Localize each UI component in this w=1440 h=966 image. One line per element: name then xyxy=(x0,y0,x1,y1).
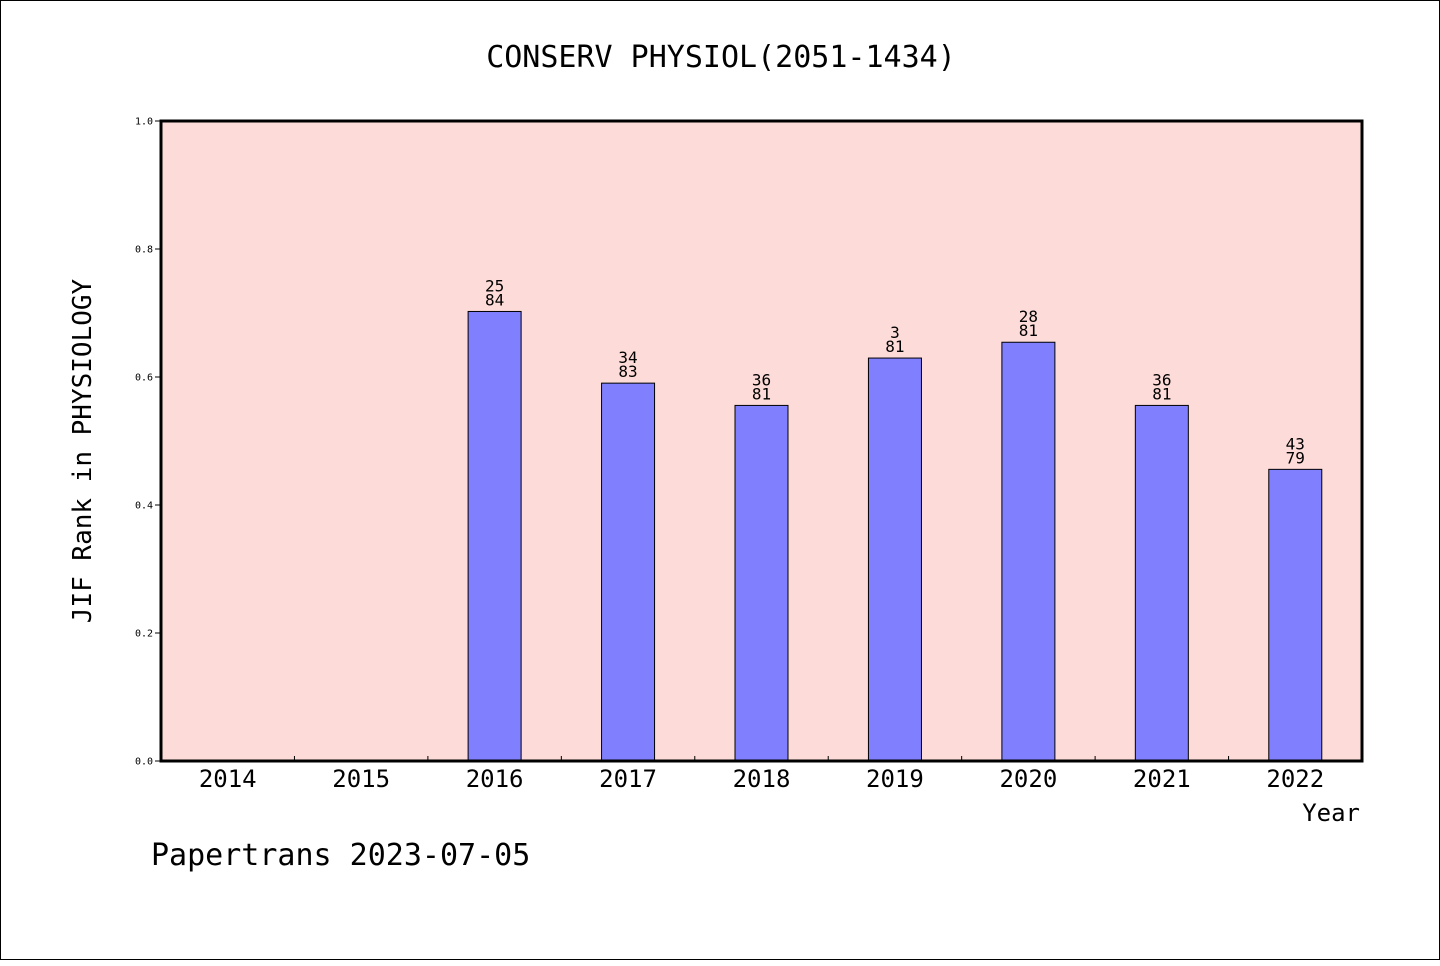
x-tick-label: 2015 xyxy=(332,765,390,793)
x-tick-label: 2019 xyxy=(866,765,924,793)
x-tick-label: 2020 xyxy=(999,765,1057,793)
data-label-total: 81 xyxy=(1019,321,1038,340)
chart-title: CONSERV PHYSIOL(2051-1434) xyxy=(486,40,956,75)
data-label-rank: 36 xyxy=(1152,370,1171,389)
x-tick-label: 2016 xyxy=(466,765,524,793)
y-axis-label: JIF Rank in PHYSIOLOGY xyxy=(68,278,98,623)
y-tick-label: 0.8 xyxy=(135,245,153,256)
y-tick-label: 0.6 xyxy=(135,373,153,384)
y-tick-label: 0.4 xyxy=(135,501,153,512)
data-label-total: 81 xyxy=(752,384,771,403)
x-tick-label: 2014 xyxy=(199,765,257,793)
y-tick-label: 0.2 xyxy=(135,629,153,640)
bar-2020 xyxy=(1001,341,1056,762)
data-label-rank: 28 xyxy=(1019,307,1038,326)
y-tick-label: 0.0 xyxy=(135,757,153,768)
x-tick-label: 2017 xyxy=(599,765,657,793)
x-axis-label: Year xyxy=(1302,799,1360,827)
bar-2018 xyxy=(734,404,789,762)
data-label-total: 81 xyxy=(885,337,904,356)
data-label-total: 79 xyxy=(1286,448,1305,467)
data-label-rank: 34 xyxy=(618,348,637,367)
bars-layer xyxy=(467,310,1323,762)
data-label-rank: 36 xyxy=(752,370,771,389)
y-ticks-layer: 0.0 0.2 0.4 0.6 0.8 1.0 xyxy=(135,117,161,768)
bar-2016 xyxy=(467,310,522,762)
x-tick-label: 2018 xyxy=(733,765,791,793)
bar-2022 xyxy=(1268,468,1323,762)
data-label-rank: 43 xyxy=(1286,434,1305,453)
data-label-total: 81 xyxy=(1152,384,1171,403)
bar-2019 xyxy=(867,357,922,762)
x-ticks-layer: 2014 2015 2016 2017 2018 2019 2020 2021 2022 xyxy=(199,756,1324,793)
bar-2017 xyxy=(601,382,656,762)
x-tick-label: 2021 xyxy=(1133,765,1191,793)
y-tick-label: 1.0 xyxy=(135,117,153,128)
bar-2021 xyxy=(1134,404,1189,762)
data-label-rank: 25 xyxy=(485,276,504,295)
data-label-total: 84 xyxy=(485,290,504,309)
x-tick-label: 2022 xyxy=(1266,765,1324,793)
data-label-total: 83 xyxy=(618,362,637,381)
plot-border xyxy=(159,119,1364,763)
footer-text: Papertrans 2023-07-05 xyxy=(151,838,530,873)
data-label-rank: 3 xyxy=(890,323,900,342)
